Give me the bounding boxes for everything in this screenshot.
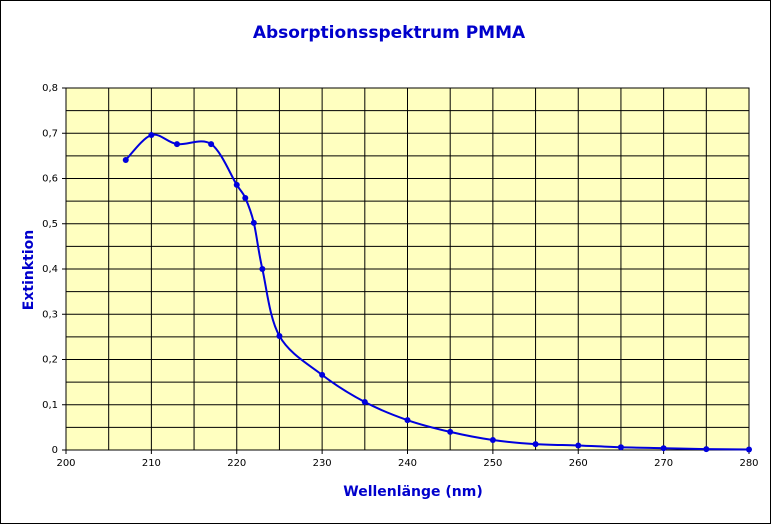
data-point [242, 194, 249, 201]
data-point [122, 156, 129, 163]
y-tick-label: 0,1 [42, 400, 58, 411]
data-point [746, 446, 752, 453]
data-point [259, 266, 266, 272]
data-point [703, 446, 710, 453]
chart-title: Absorptionsspektrum PMMA [253, 23, 526, 43]
x-tick-label: 230 [313, 458, 332, 469]
data-point [447, 428, 454, 435]
y-axis-title: Extinktion [21, 230, 37, 310]
data-point [276, 332, 283, 339]
x-tick-label: 280 [739, 458, 758, 469]
plot-border [65, 87, 750, 451]
data-point [361, 399, 368, 406]
data-point [319, 371, 326, 378]
y-tick-label: 0,7 [42, 128, 58, 139]
x-tick-label: 200 [56, 458, 75, 469]
data-point [617, 444, 624, 451]
data-point [575, 442, 582, 449]
x-tick-label: 220 [227, 458, 246, 469]
x-axis-title: Wellenlänge (nm) [343, 484, 482, 500]
y-tick-label: 0,5 [42, 219, 58, 230]
x-tick-label: 270 [654, 458, 673, 469]
x-tick-label: 240 [398, 458, 417, 469]
x-tick-label: 260 [569, 458, 588, 469]
x-tick-label: 250 [483, 458, 502, 469]
y-tick-label: 0 [52, 445, 58, 456]
y-tick-label: 0,3 [42, 309, 58, 320]
data-point [208, 141, 215, 148]
data-point [233, 181, 240, 188]
y-tick-label: 0,8 [42, 83, 58, 94]
y-tick-label: 0,4 [42, 264, 58, 275]
data-point [532, 441, 539, 448]
data-point [148, 132, 155, 139]
y-tick-label: 0,2 [42, 355, 58, 366]
x-tick-label: 210 [142, 458, 161, 469]
data-point [660, 445, 667, 452]
y-tick-label: 0,6 [42, 174, 58, 185]
series-line [125, 133, 750, 451]
data-point [489, 437, 496, 444]
data-point [404, 417, 411, 424]
data-point [250, 219, 257, 226]
data-point [173, 141, 180, 148]
